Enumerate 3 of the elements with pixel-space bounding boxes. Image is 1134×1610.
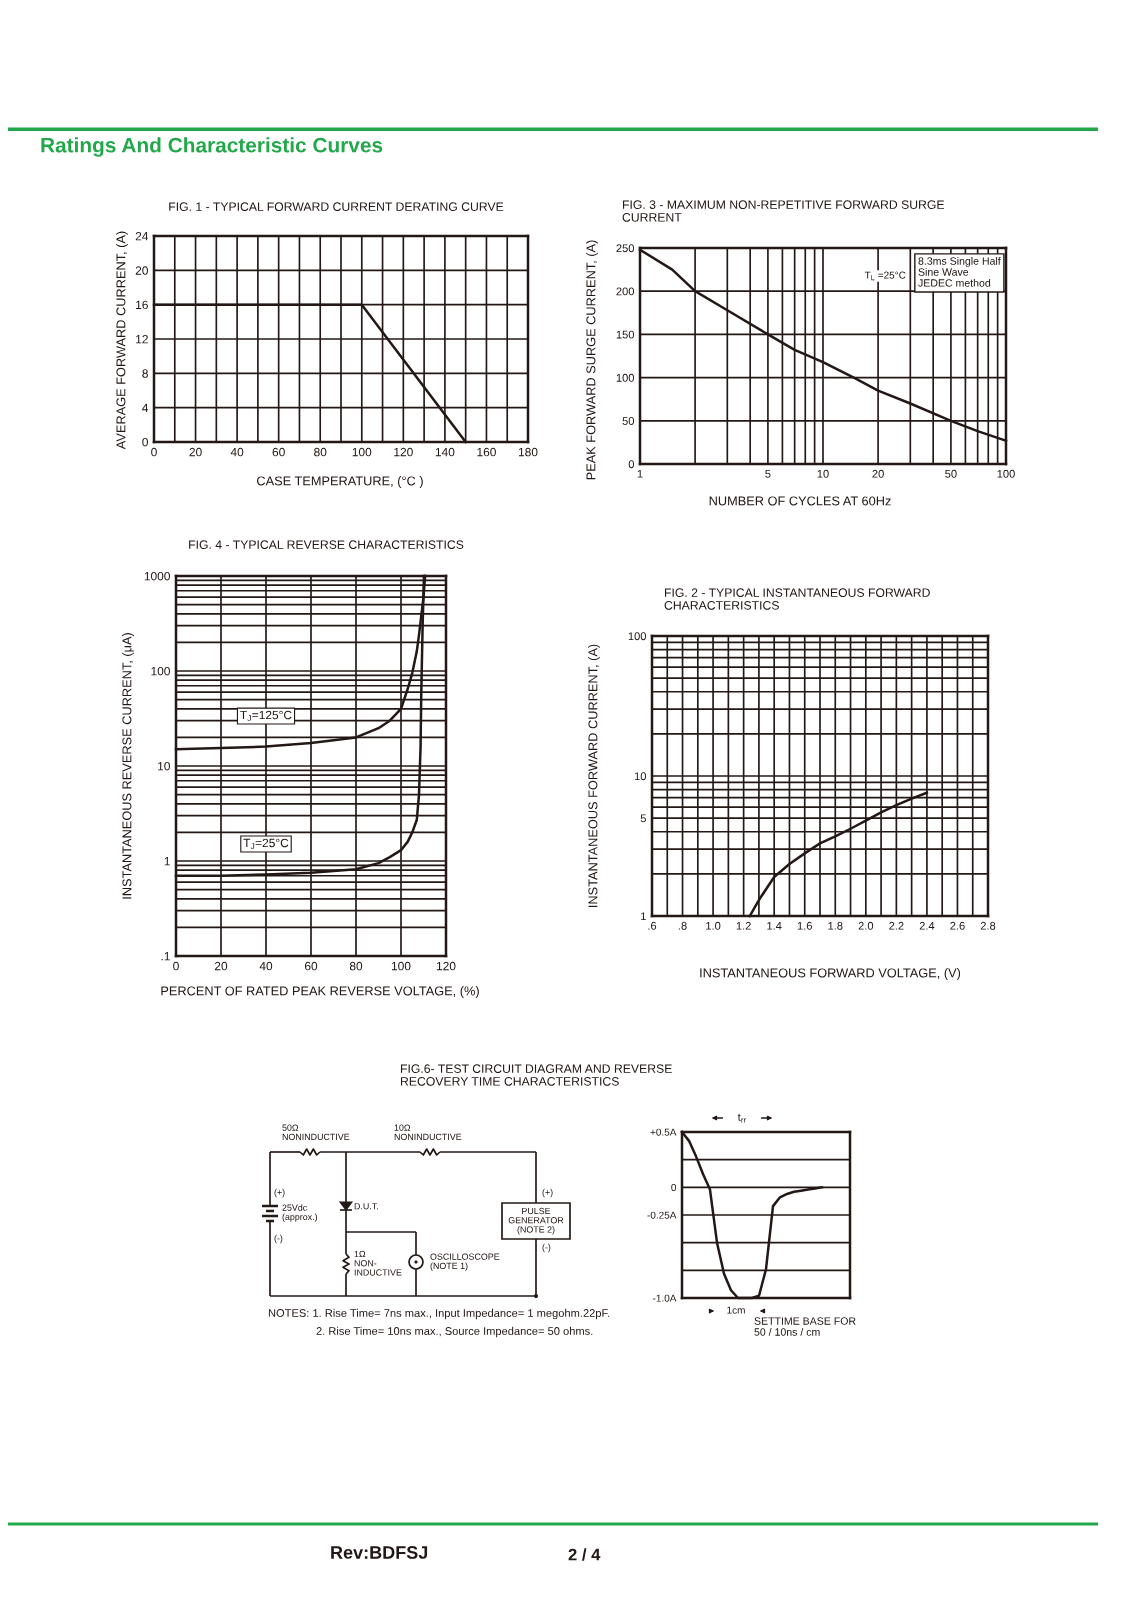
text: Ratings And Characteristic Curves (41, 137, 383, 157)
text: Rev:BDFSJ (331, 1546, 428, 1559)
text: 2 / 4 (568, 1548, 601, 1561)
